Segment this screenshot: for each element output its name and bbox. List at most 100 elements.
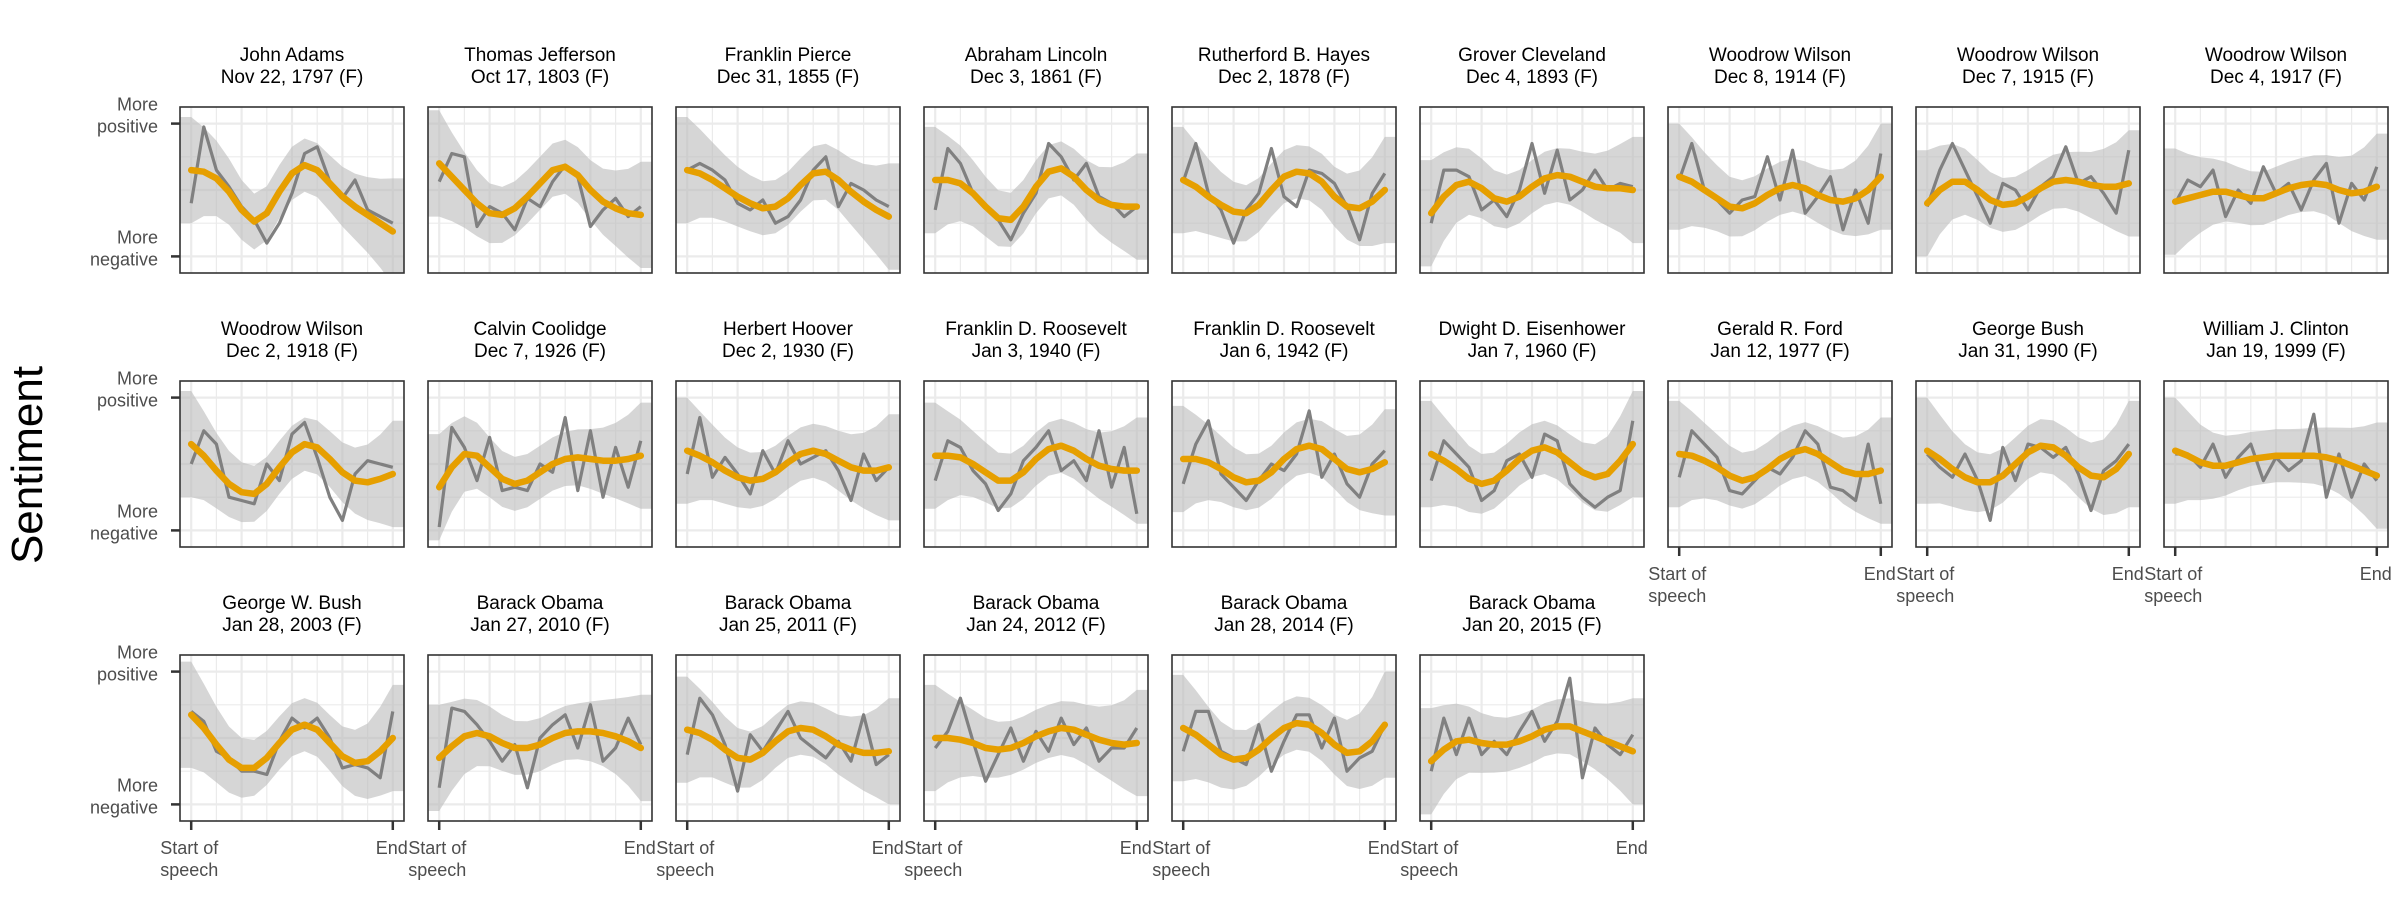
x-tick-label: Start of speech — [1896, 564, 1955, 606]
panel-frame — [1171, 380, 1397, 548]
facet-panel: Barack Obama Jan 28, 2014 (F) Start of spee… — [1152, 593, 1400, 880]
panel-title-line: William J. Clinton — [2203, 319, 2349, 340]
smoothed-sentiment-line — [187, 161, 397, 235]
panel-title-line: Barack Obama — [477, 593, 604, 614]
x-tick-label-line: Start of — [1400, 838, 1459, 858]
panel-title: John Adams Nov 22, 1797 (F) — [221, 45, 364, 88]
confidence-band — [1172, 126, 1396, 246]
panel-title-line: Jan 6, 1942 (F) — [1220, 341, 1349, 362]
panel-plot-area — [1420, 107, 1644, 273]
facet-panel: Barack Obama Jan 25, 2011 (F) Start of spee… — [656, 593, 904, 880]
panel-title: Franklin Pierce Dec 31, 1855 (F) — [717, 45, 860, 88]
panel-title-line: Barack Obama — [973, 593, 1100, 614]
panel-title: Barack Obama Jan 24, 2012 (F) — [966, 593, 1105, 636]
x-tick-label-line: speech — [1400, 860, 1458, 880]
x-tick-label: End — [2360, 564, 2392, 584]
facet-panels: John Adams Nov 22, 1797 (F)More positiveMo… — [90, 45, 2392, 880]
panel-title-line: Jan 20, 2015 (F) — [1462, 615, 1601, 636]
panel-plot-area — [1172, 381, 1396, 547]
x-tick-label: End — [624, 838, 656, 858]
panel-frame — [427, 380, 653, 548]
raw-sentiment-line — [685, 696, 890, 793]
facet-panel: Woodrow Wilson Dec 2, 1918 (F)More positiv… — [90, 319, 405, 548]
raw-sentiment-line — [1429, 676, 1635, 780]
panel-title: Abraham Lincoln Dec 3, 1861 (F) — [965, 45, 1108, 88]
panel-title: Grover Cleveland Dec 4, 1893 (F) — [1458, 45, 1606, 88]
raw-sentiment-line — [437, 703, 643, 790]
facet-panel: George Bush Jan 31, 1990 (F) Start of speec… — [1896, 319, 2144, 606]
x-tick-label-line: End — [872, 838, 904, 858]
y-tick-label: More positive — [97, 643, 158, 685]
panel-title-line: Grover Cleveland — [1458, 45, 1606, 66]
x-tick-label-line: speech — [408, 860, 466, 880]
raw-sentiment-line — [1926, 442, 2131, 523]
x-tick-label: Start of speech — [1152, 838, 1211, 880]
x-tick-label-line: End — [1864, 564, 1896, 584]
y-tick-label-line: More — [117, 227, 158, 247]
panel-title: Franklin D. Roosevelt Jan 6, 1942 (F) — [1193, 319, 1375, 362]
panel-title-line: Jan 28, 2003 (F) — [222, 615, 361, 636]
panel-frame — [2163, 106, 2389, 274]
panel-frame — [675, 654, 901, 822]
smoothed-sentiment-line — [1179, 168, 1389, 217]
panel-title-line: Thomas Jefferson — [464, 45, 616, 66]
panel-frame — [923, 106, 1149, 274]
panel-plot-area — [1668, 107, 1892, 273]
panel-title-line: Nov 22, 1797 (F) — [221, 67, 364, 88]
panel-title-line: Jan 19, 1999 (F) — [2206, 341, 2345, 362]
panel-title: Woodrow Wilson Dec 8, 1914 (F) — [1709, 45, 1851, 88]
smoothed-sentiment-line — [1179, 442, 1389, 486]
y-tick-label-line: negative — [90, 249, 158, 269]
panel-title-line: Dec 7, 1926 (F) — [474, 341, 606, 362]
facet-panel: Rutherford B. Hayes Dec 2, 1878 (F) — [1171, 45, 1397, 274]
x-tick-label-line: End — [2360, 564, 2392, 584]
x-tick-label-line: speech — [2144, 586, 2202, 606]
panel-plot-area — [676, 107, 900, 273]
confidence-band — [2164, 397, 2388, 529]
panel-title-line: Jan 3, 1940 (F) — [972, 341, 1101, 362]
x-tick-label-line: speech — [1152, 860, 1210, 880]
panel-title-line: Jan 27, 2010 (F) — [470, 615, 609, 636]
x-tick-label: End — [1616, 838, 1648, 858]
panel-title-line: Barack Obama — [725, 593, 852, 614]
smoothed-sentiment-line — [435, 450, 645, 491]
panel-frame — [2163, 380, 2389, 548]
x-tick-label: Start of speech — [2144, 564, 2203, 606]
raw-sentiment-line — [1429, 141, 1634, 224]
y-tick-label-line: positive — [97, 665, 158, 685]
x-tick-label-line: speech — [160, 860, 218, 880]
x-tick-label: Start of speech — [1400, 838, 1459, 880]
panel-plot-area — [180, 107, 404, 273]
x-tick-label-line: Start of — [2144, 564, 2203, 584]
panel-title-line: Dec 2, 1878 (F) — [1218, 67, 1350, 88]
panel-plot-area — [924, 107, 1148, 273]
smoothed-sentiment-line — [683, 724, 893, 763]
panel-frame — [1419, 654, 1645, 822]
panel-title-line: George W. Bush — [222, 593, 361, 614]
panel-title-line: Abraham Lincoln — [965, 45, 1108, 66]
raw-sentiment-line — [1181, 409, 1386, 503]
panel-frame — [1419, 380, 1645, 548]
panel-title: Rutherford B. Hayes Dec 2, 1878 (F) — [1198, 45, 1370, 88]
panel-title-line: John Adams — [240, 45, 345, 66]
smoothed-sentiment-line — [1427, 723, 1637, 765]
panel-plot-area — [428, 107, 652, 273]
panel-title: Barack Obama Jan 28, 2014 (F) — [1214, 593, 1353, 636]
panel-title: Woodrow Wilson Dec 7, 1915 (F) — [1957, 45, 2099, 88]
smoothed-sentiment-line — [931, 442, 1141, 484]
panel-title-line: Barack Obama — [1469, 593, 1596, 614]
panel-plot-area — [924, 655, 1148, 821]
facet-panel: Woodrow Wilson Dec 4, 1917 (F) — [2163, 45, 2389, 274]
confidence-band — [676, 117, 900, 270]
panel-title-line: Calvin Coolidge — [473, 319, 606, 340]
x-tick-label-line: Start of — [656, 838, 715, 858]
x-tick-label-line: Start of — [160, 838, 219, 858]
panel-title: Barack Obama Jan 27, 2010 (F) — [470, 593, 609, 636]
smoothed-sentiment-line — [683, 447, 893, 484]
x-tick-label-line: speech — [904, 860, 962, 880]
smoothed-sentiment-line — [1179, 719, 1389, 763]
facet-panel: Franklin Pierce Dec 31, 1855 (F) — [675, 45, 901, 274]
x-tick-label: Start of speech — [1648, 564, 1707, 606]
facet-panel: Gerald R. Ford Jan 12, 1977 (F) Start of sp… — [1648, 319, 1896, 606]
